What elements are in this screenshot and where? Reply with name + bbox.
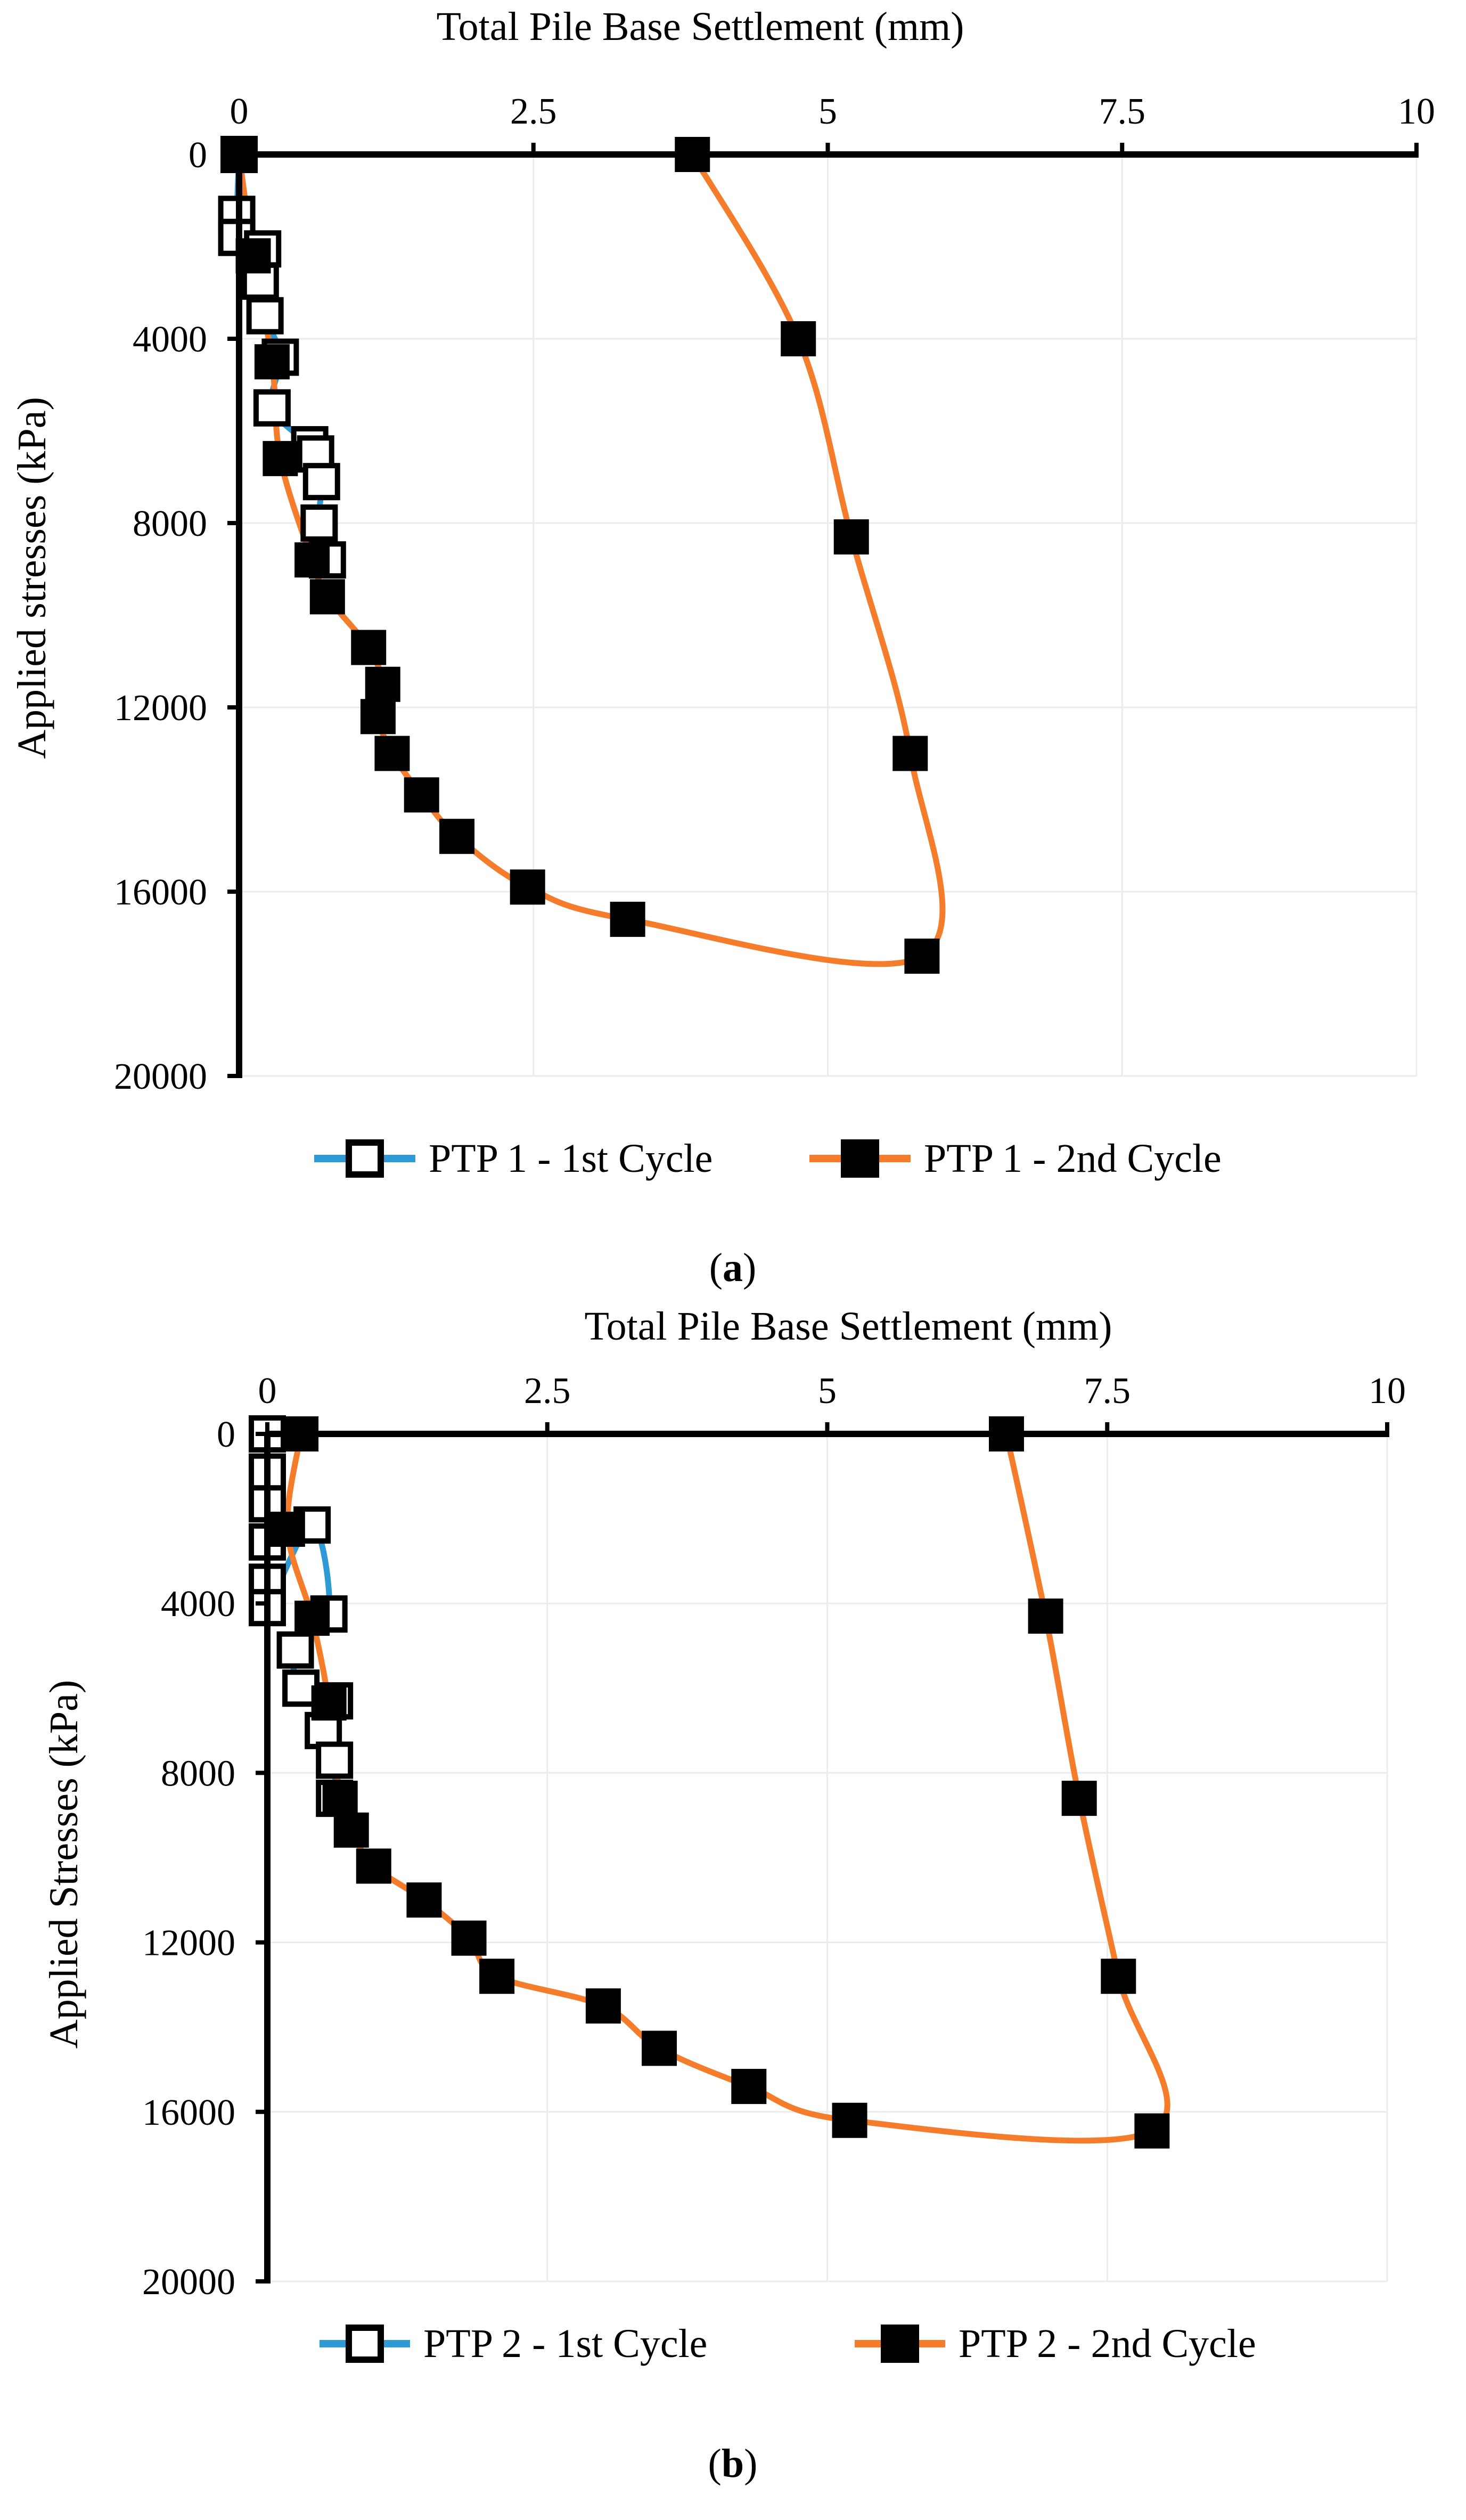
data-point-series-2 (832, 2102, 867, 2138)
data-point-series-2 (311, 1685, 347, 1721)
data-point-series-1 (316, 1741, 354, 1779)
caption-letter: b (722, 2441, 744, 2486)
data-point-series-2 (365, 666, 400, 702)
y-tick-labels: 0 4000 8000 12000 16000 20000 (142, 1414, 235, 2303)
y-tick-label: 16000 (142, 2092, 235, 2133)
data-point-series-2 (1028, 1599, 1063, 1634)
x-axis-title: Total Pile Base Settlement (mm) (585, 1304, 1112, 1349)
caption-close-paren: ) (743, 1245, 756, 1290)
data-point-series-2 (642, 2030, 677, 2066)
data-point-series-2 (585, 1988, 621, 2024)
legend-marker-series-1 (346, 1139, 384, 1178)
data-point-series-2 (1134, 2113, 1170, 2149)
x-tick-label: 2.5 (524, 1371, 571, 1412)
chart-panel-b: 0 2.5 5 7.5 10 0 4000 8000 12000 16000 20000 Tota… (42, 1304, 1406, 2486)
data-point-series-1 (246, 297, 284, 335)
y-tick-label: 4000 (133, 319, 207, 360)
legend-label-series-2: PTP 2 - 2nd Cycle (959, 2321, 1256, 2366)
data-point-series-2 (1101, 1959, 1136, 1994)
x-tick-label: 10 (1398, 91, 1435, 132)
y-tick-label: 8000 (161, 1753, 235, 1794)
data-point-series-2 (451, 1920, 487, 1956)
legend: PTP 1 - 1st Cycle PTP 1 - 2nd Cycle (314, 1136, 1222, 1181)
y-tick-label: 12000 (142, 1923, 235, 1964)
panel-caption: (a) (709, 1245, 757, 1290)
data-point-series-2 (510, 869, 545, 905)
data-point-series-2 (351, 630, 387, 665)
y-tick-label: 20000 (142, 2262, 235, 2303)
x-tick-label: 7.5 (1084, 1371, 1131, 1412)
x-tick-label: 0 (258, 1371, 277, 1412)
x-tick-label: 2.5 (510, 91, 557, 132)
data-point-series-2 (374, 736, 410, 771)
grid-lines (267, 1434, 1388, 2282)
caption-open-paren: ( (709, 1245, 723, 1290)
data-point-series-2 (333, 1812, 369, 1848)
data-point-series-2 (904, 939, 940, 974)
chart-panel-a: 0 2.5 5 7.5 10 0 4000 8000 12000 16000 20000 Tota… (10, 4, 1435, 1290)
legend-label-series-1: PTP 2 - 1st Cycle (423, 2321, 707, 2366)
x-axis-title: Total Pile Base Settlement (mm) (437, 4, 964, 49)
legend-marker-series-2 (881, 2325, 919, 2363)
axes (256, 1422, 1389, 2284)
data-point-series-2 (892, 736, 928, 771)
y-tick-labels: 0 4000 8000 12000 16000 20000 (114, 135, 207, 1097)
legend-marker-series-1 (346, 2325, 384, 2363)
data-point-series-2 (833, 519, 869, 554)
panel-caption: (b) (708, 2441, 758, 2486)
y-tick-label: 8000 (133, 503, 207, 544)
data-point-series-2 (439, 819, 475, 854)
caption-letter: a (723, 1245, 743, 1290)
plot-series (218, 136, 946, 974)
data-point-series-2 (406, 1882, 442, 1918)
data-point-series-2 (731, 2069, 767, 2105)
x-tick-label: 5 (818, 1371, 837, 1412)
axes (227, 143, 1419, 1078)
data-point-series-2 (479, 1959, 515, 1994)
data-point-series-1 (300, 504, 338, 542)
legend: PTP 2 - 1st Cycle PTP 2 - 2nd Cycle (320, 2321, 1256, 2366)
data-point-series-2 (356, 1848, 391, 1884)
grid-lines (239, 154, 1418, 1077)
data-point-series-2 (254, 344, 290, 380)
x-tick-label: 0 (230, 91, 249, 132)
y-tick-label: 16000 (114, 872, 207, 913)
y-tick-label: 0 (189, 135, 207, 176)
caption-open-paren: ( (708, 2441, 722, 2486)
data-point-series-2 (322, 1781, 358, 1816)
y-axis-title: Applied Stresses (kPa) (42, 1680, 86, 2049)
data-point-series-2 (404, 777, 439, 813)
data-point-series-2 (269, 1511, 305, 1547)
y-tick-label: 12000 (114, 688, 207, 729)
y-tick-label: 20000 (114, 1056, 207, 1097)
legend-marker-series-2 (841, 1139, 879, 1178)
data-point-series-2 (360, 699, 396, 735)
x-tick-label: 7.5 (1099, 91, 1146, 132)
caption-close-paren: ) (744, 2441, 757, 2486)
data-point-series-1 (253, 389, 291, 427)
data-point-series-2 (294, 542, 330, 578)
y-tick-label: 0 (217, 1414, 235, 1455)
data-point-series-1 (302, 463, 340, 501)
x-tick-label: 5 (818, 91, 837, 132)
data-point-series-1 (276, 1631, 314, 1669)
y-tick-label: 4000 (161, 1584, 235, 1625)
data-point-series-2 (309, 579, 345, 615)
legend-label-series-2: PTP 1 - 2nd Cycle (924, 1136, 1222, 1181)
x-tick-label: 10 (1369, 1371, 1406, 1412)
data-point-series-2 (610, 901, 645, 937)
x-tick-labels: 0 2.5 5 7.5 10 (258, 1371, 1406, 1412)
data-point-series-2 (294, 1601, 330, 1636)
x-tick-labels: 0 2.5 5 7.5 10 (230, 91, 1436, 132)
y-axis-title: Applied stresses (kPa) (10, 397, 54, 759)
data-point-series-2 (781, 321, 816, 356)
data-point-series-2 (1061, 1781, 1097, 1816)
legend-label-series-1: PTP 1 - 1st Cycle (429, 1136, 712, 1181)
plot-series (249, 1415, 1170, 2149)
data-point-series-2 (263, 441, 298, 476)
